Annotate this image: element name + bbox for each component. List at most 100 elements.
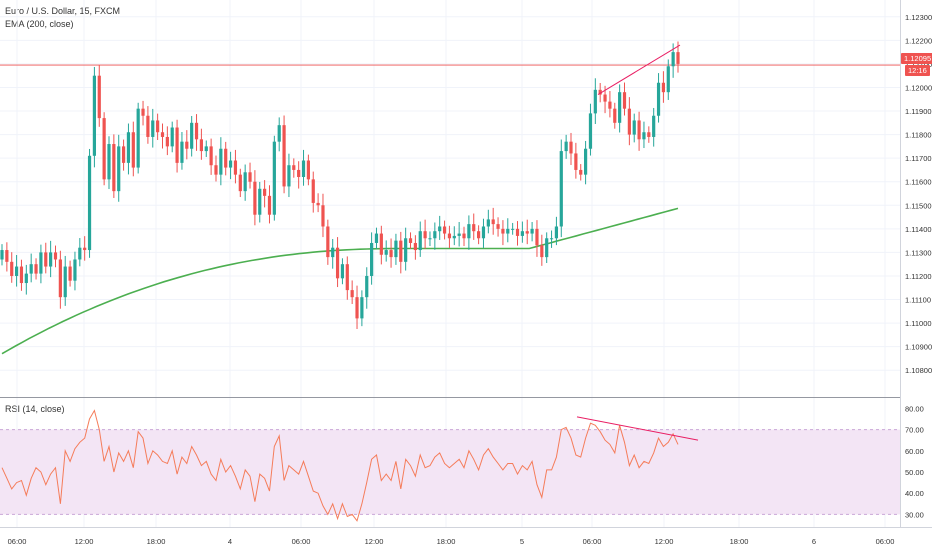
candle-body bbox=[243, 172, 247, 192]
price-tick-label: 1.12000 bbox=[905, 83, 932, 92]
candle-body bbox=[253, 181, 257, 215]
candle-body bbox=[92, 75, 97, 156]
candle-body bbox=[331, 247, 335, 258]
candle-body bbox=[374, 233, 379, 243]
candle-body bbox=[228, 160, 233, 168]
time-tick-label: 06:00 bbox=[292, 537, 311, 546]
rsi-line bbox=[1, 409, 679, 522]
candle-body bbox=[49, 252, 53, 267]
candle-body bbox=[272, 141, 276, 215]
candle-body bbox=[574, 153, 578, 170]
candle-body bbox=[97, 75, 101, 119]
price-tick-label: 1.11400 bbox=[905, 225, 932, 234]
candle-body bbox=[151, 120, 155, 137]
time-tick-label: 5 bbox=[520, 537, 524, 546]
candle-body bbox=[564, 141, 568, 152]
price-tick-label: 1.11800 bbox=[905, 131, 932, 140]
candle-body bbox=[107, 144, 111, 180]
candle-body bbox=[462, 233, 466, 239]
candle-body bbox=[258, 188, 262, 215]
candle-body bbox=[457, 233, 461, 236]
rsi-trend-line[interactable] bbox=[576, 416, 699, 441]
candle-body bbox=[199, 139, 203, 152]
candle-body bbox=[501, 228, 505, 234]
candle-body bbox=[185, 141, 189, 149]
time-tick-label: 4 bbox=[228, 537, 232, 546]
candle-body bbox=[389, 250, 393, 258]
candle-body bbox=[267, 195, 272, 215]
candle-body bbox=[34, 264, 38, 274]
candle-body bbox=[545, 238, 549, 258]
rsi-legend[interactable]: RSI (14, close) bbox=[5, 404, 65, 414]
candle-body bbox=[233, 160, 238, 175]
candle-body bbox=[311, 179, 315, 203]
candle-body bbox=[554, 226, 559, 239]
candle-body bbox=[442, 226, 447, 234]
ema-legend[interactable]: EMA (200, close) bbox=[5, 19, 74, 29]
candle-body bbox=[642, 132, 646, 140]
rsi-tick-label: 40.00 bbox=[905, 489, 924, 498]
price-axis[interactable]: 1.12300 1.12200 1.12100 1.12000 1.11900 1.118… bbox=[905, 13, 932, 375]
candle-body bbox=[661, 82, 666, 93]
price-tick-label: 1.12100 bbox=[905, 60, 932, 69]
candle-body bbox=[671, 52, 675, 67]
candle-body bbox=[608, 101, 612, 109]
candle-body bbox=[146, 115, 150, 137]
time-tick-label: 18:00 bbox=[437, 537, 456, 546]
candle-body bbox=[598, 89, 602, 95]
candle-body bbox=[321, 205, 325, 227]
candle-body bbox=[214, 165, 218, 175]
candle-body bbox=[520, 231, 524, 236]
candle-body bbox=[433, 231, 437, 239]
price-trend-line[interactable] bbox=[597, 44, 681, 95]
candle-body bbox=[370, 242, 374, 276]
candle-body bbox=[0, 250, 4, 260]
candle-body bbox=[316, 202, 320, 206]
candle-body bbox=[365, 275, 369, 298]
rsi-tick-label: 80.00 bbox=[905, 404, 924, 413]
candle-body bbox=[141, 108, 145, 116]
candle-body bbox=[438, 226, 442, 232]
time-tick-label: 12:00 bbox=[75, 537, 94, 546]
candle-body bbox=[515, 228, 520, 236]
candle-body bbox=[452, 235, 456, 239]
candle-body bbox=[656, 82, 661, 116]
candle-body bbox=[58, 259, 62, 298]
candle-body bbox=[102, 118, 106, 180]
candle-body bbox=[622, 92, 627, 109]
candle-body bbox=[112, 144, 116, 192]
candle-body bbox=[535, 228, 539, 246]
candle-body bbox=[126, 132, 131, 163]
candle-body bbox=[579, 169, 583, 175]
candle-body bbox=[355, 297, 359, 319]
candle-body bbox=[131, 132, 135, 168]
candle-body bbox=[53, 252, 58, 260]
time-axis[interactable]: 06:00 12:00 18:00 4 06:00 12:00 18:00 5 06:00 12:… bbox=[8, 537, 895, 546]
rsi-axis[interactable]: 80.00 70.00 60.00 50.00 40.00 30.00 bbox=[905, 404, 924, 519]
candle-body bbox=[627, 108, 631, 135]
candle-body bbox=[413, 242, 417, 251]
candle-body bbox=[637, 120, 641, 140]
candle-body bbox=[335, 247, 340, 279]
candle-body bbox=[511, 228, 515, 230]
candle-body bbox=[175, 127, 179, 163]
candle-body bbox=[83, 247, 87, 251]
candle-body bbox=[506, 228, 510, 234]
price-tick-label: 1.11900 bbox=[905, 107, 932, 116]
candle-body bbox=[301, 160, 306, 178]
candle-body bbox=[618, 92, 622, 123]
candle-body bbox=[117, 146, 121, 192]
price-tick-label: 1.11700 bbox=[905, 154, 932, 163]
candle-body bbox=[613, 108, 617, 123]
symbol-legend[interactable]: Euro / U.S. Dollar, 15, FXCM bbox=[5, 6, 121, 16]
candle-body bbox=[569, 141, 573, 154]
candle-body bbox=[477, 231, 481, 239]
candle-body bbox=[540, 245, 544, 258]
candle-body bbox=[491, 219, 495, 225]
time-tick-label: 12:00 bbox=[655, 537, 674, 546]
candle-body bbox=[394, 240, 398, 258]
candle-body bbox=[287, 165, 291, 187]
rsi-band bbox=[0, 429, 900, 515]
candle-body bbox=[326, 226, 330, 258]
